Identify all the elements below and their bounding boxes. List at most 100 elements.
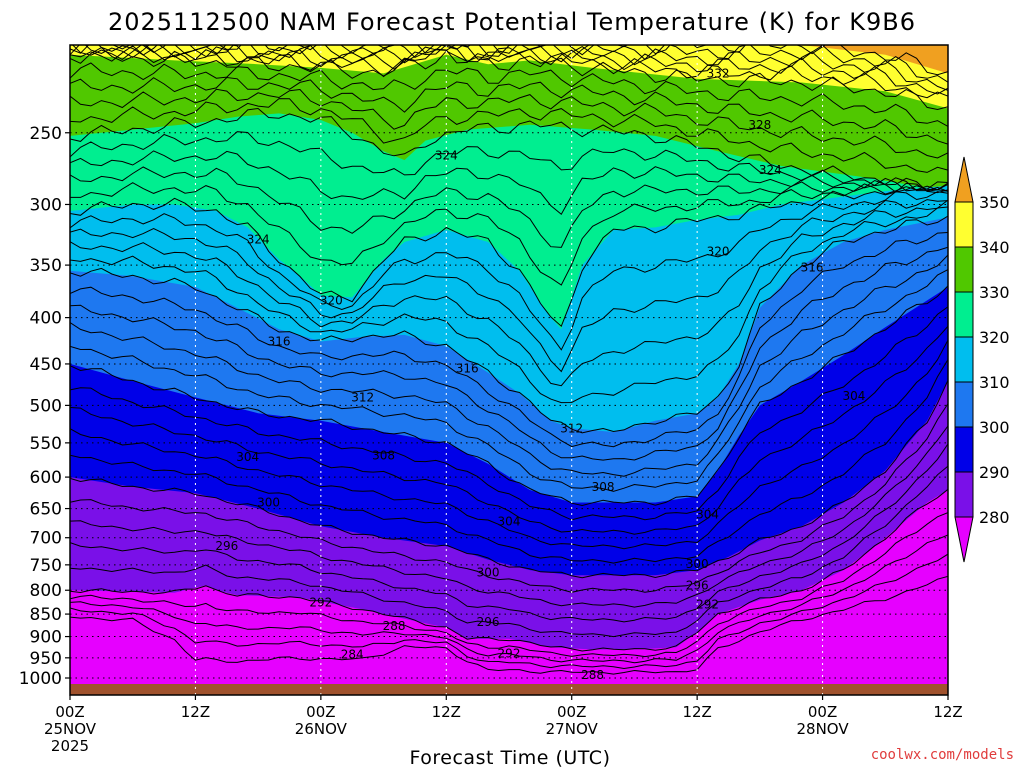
plot-frame <box>69 44 949 696</box>
x-tick-date: 27NOV <box>546 720 599 738</box>
contour-label: 292 <box>696 598 719 612</box>
y-tick-label: 550 <box>30 434 62 454</box>
contour-line <box>70 246 948 461</box>
contour-line <box>70 206 948 404</box>
contour-label: 316 <box>801 260 824 274</box>
contour-label: 304 <box>842 389 865 403</box>
contour-label: 304 <box>498 515 521 529</box>
contour-label: 308 <box>372 449 395 463</box>
contour-line <box>70 553 948 670</box>
contour-line <box>70 575 948 675</box>
colorbar-tick-label: 320 <box>979 328 1010 347</box>
x-tick-label: 12Z <box>933 703 962 721</box>
colorbar-tick-label: 340 <box>979 238 1010 257</box>
contour-line <box>70 181 948 286</box>
contour-line <box>70 512 948 658</box>
y-tick-label: 600 <box>30 468 62 488</box>
x-tick-date: 26NOV <box>295 720 348 738</box>
colorbar-segment <box>954 201 974 248</box>
contour-line <box>70 254 948 477</box>
x-axis-label: Forecast Time (UTC) <box>410 747 611 768</box>
contour-label: 324 <box>247 233 270 247</box>
contour-label: 312 <box>351 390 374 404</box>
contour-label: 300 <box>686 557 709 571</box>
contour-label: 296 <box>477 615 500 629</box>
colorbar-tick-label: 300 <box>979 418 1010 437</box>
contour-label: 328 <box>748 118 771 132</box>
contour-label: 300 <box>257 495 280 509</box>
x-tick-year: 2025 <box>51 737 89 755</box>
colorbar-segment <box>954 336 974 383</box>
colorbar-segment <box>954 471 974 518</box>
contour-line <box>70 379 948 579</box>
contour-line <box>70 199 948 373</box>
contour-line <box>71 45 948 95</box>
colorbar-tick-label: 310 <box>979 373 1010 392</box>
contour-line <box>70 285 948 507</box>
colorbar-segment <box>954 381 974 428</box>
contour-line <box>70 339 948 550</box>
x-tick-date: 25NOV <box>44 720 97 738</box>
y-tick-label: 700 <box>30 529 62 549</box>
x-tick-date: 28NOV <box>797 720 850 738</box>
x-tick-label: 12Z <box>181 703 210 721</box>
contour-line <box>70 166 948 248</box>
contour-line <box>70 131 948 192</box>
contour-label: 324 <box>435 149 458 163</box>
contour-line <box>70 534 948 664</box>
contour-line <box>70 269 948 492</box>
colorbar-tick-label: 350 <box>979 193 1010 212</box>
x-tick-label: 12Z <box>682 703 711 721</box>
contour-label: 292 <box>309 595 332 609</box>
colorbar-bottom-arrow <box>954 516 974 563</box>
contour-label: 324 <box>759 163 782 177</box>
contour-line <box>70 359 948 564</box>
contour-line <box>70 98 948 173</box>
colorbar-top-arrow <box>954 156 974 203</box>
contour-line <box>70 425 948 608</box>
contour-label: 316 <box>456 361 479 375</box>
contour-line <box>70 199 948 387</box>
contour-line <box>70 191 948 351</box>
contour-label: 304 <box>236 450 259 464</box>
y-tick-label: 400 <box>30 309 62 329</box>
x-tick-label: 00Z <box>557 703 586 721</box>
contour-labels: 3323283363323283243243243203163203163163… <box>215 66 865 682</box>
contour-label: 320 <box>320 294 343 308</box>
y-tick-label: 500 <box>30 396 62 416</box>
credit-link[interactable]: coolwx.com/models <box>871 747 1014 763</box>
contour-line <box>70 215 948 434</box>
chart-title: 2025112500 NAM Forecast Potential Temper… <box>108 8 916 36</box>
ground-strip <box>70 684 948 695</box>
contour-line <box>70 443 948 623</box>
colorbar-tick-label: 330 <box>979 283 1010 302</box>
contour-label: 288 <box>581 668 604 682</box>
y-tick-label: 750 <box>30 556 62 576</box>
contour-line <box>70 182 948 328</box>
contour-line <box>70 107 948 194</box>
x-tick-label: 00Z <box>55 703 84 721</box>
contour-label: 296 <box>215 539 238 553</box>
contour-label: 316 <box>268 334 291 348</box>
contour-line <box>70 403 948 593</box>
contour-label: 312 <box>560 421 583 435</box>
band-fill <box>70 490 948 685</box>
contour-line <box>70 46 948 111</box>
y-tick-label: 350 <box>30 256 62 276</box>
contour-label: 332 <box>707 66 730 80</box>
y-tick-label: 450 <box>30 355 62 375</box>
contour-label: 296 <box>686 578 709 592</box>
y-tick-label: 800 <box>30 581 62 601</box>
colorbar-segment <box>954 246 974 293</box>
y-tick-label: 650 <box>30 500 62 520</box>
contour-line <box>70 306 948 521</box>
contour-line <box>70 325 948 535</box>
x-tick-label: 00Z <box>306 703 335 721</box>
y-tick-label: 900 <box>30 628 62 648</box>
contour-line <box>70 150 948 215</box>
contour-label: 300 <box>477 566 500 580</box>
contour-label: 284 <box>341 648 364 662</box>
x-tick-label: 12Z <box>432 703 461 721</box>
colorbar-segment <box>954 426 974 473</box>
